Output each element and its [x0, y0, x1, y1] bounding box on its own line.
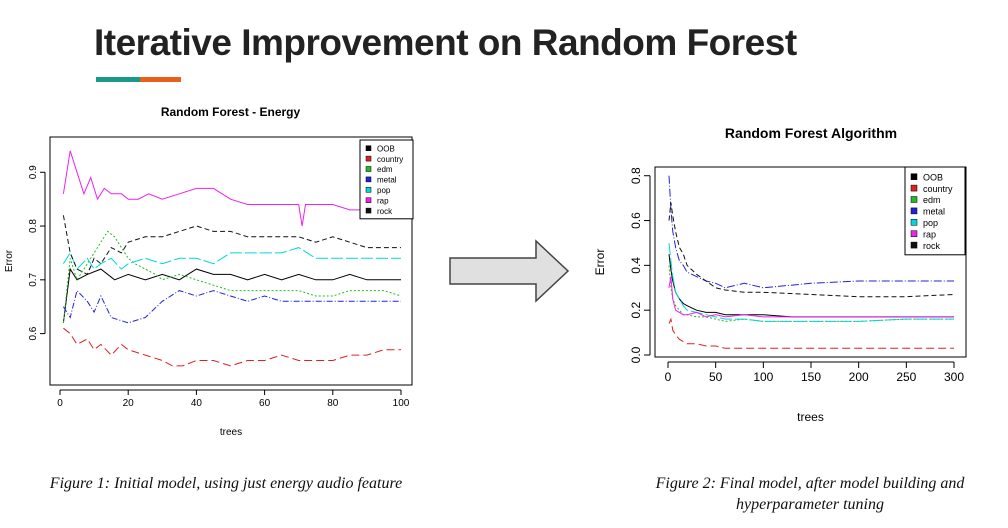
x-tick-label: 20	[123, 398, 135, 409]
x-tick-label: 150	[801, 370, 821, 384]
legend-swatch-metal	[910, 207, 918, 215]
y-tick-label: 0.7	[28, 272, 39, 286]
chart-title: Random Forest - Energy	[161, 105, 301, 119]
y-tick-label: 0.9	[28, 165, 39, 179]
legend-label-edm: edm	[923, 195, 941, 205]
chart-title: Random Forest Algorithm	[725, 125, 897, 141]
y-tick-label: 0.6	[629, 212, 643, 229]
legend-label-OOB: OOB	[923, 172, 943, 182]
x-tick-label: 60	[259, 398, 271, 409]
series-line-rap	[62, 150, 401, 227]
legend-label-pop: pop	[377, 186, 391, 195]
x-tick-label: 40	[191, 398, 203, 409]
x-tick-label: 200	[849, 370, 869, 384]
x-tick-label: 0	[57, 398, 63, 409]
accent-bar-orange	[140, 77, 181, 82]
series-line-rock	[668, 202, 955, 298]
y-tick-label: 0.8	[28, 219, 39, 233]
slide-title: Iterative Improvement on Random Forest	[94, 22, 797, 63]
legend-swatch-country	[910, 184, 918, 192]
x-tick-label: 100	[393, 398, 410, 409]
chart-random-forest-algorithm: Random Forest Algorithm 0 50 100 150 200 250 30…	[593, 125, 967, 424]
series-line-pop	[668, 242, 954, 322]
series-line-rock	[62, 215, 401, 276]
legend-swatch-rock	[365, 207, 372, 214]
legend-swatch-rap	[365, 197, 372, 203]
right-arrow-icon	[449, 239, 570, 303]
legend-label-rock: rock	[923, 241, 941, 251]
accent-bar-teal	[96, 77, 140, 82]
series-line-country	[63, 327, 401, 367]
legend-swatch-OOB	[365, 145, 372, 151]
y-tick-label: 0.2	[629, 302, 643, 319]
x-tick-label: 50	[709, 370, 723, 384]
y-tick-label: 0.0	[629, 346, 643, 363]
x-tick-label: 250	[896, 370, 916, 384]
x-axis-label: trees	[797, 410, 824, 424]
x-tick-label: 300	[944, 370, 964, 384]
x-tick-label: 0	[665, 370, 672, 384]
series-line-country	[668, 317, 954, 349]
legend-swatch-OOB	[910, 173, 918, 180]
legend-swatch-pop	[365, 187, 372, 193]
x-tick-label: 80	[327, 398, 339, 409]
plot-frame	[654, 166, 967, 358]
x-axis-label: trees	[220, 427, 242, 438]
legend-label-rock: rock	[377, 207, 393, 216]
legend-label-pop: pop	[923, 218, 938, 228]
legend-label-rap: rap	[377, 196, 389, 205]
series-line-edm	[668, 265, 954, 322]
legend-label-metal: metal	[377, 176, 397, 185]
legend-label-edm: edm	[377, 165, 393, 174]
y-axis-label: Error	[4, 249, 15, 272]
y-axis-label: Error	[593, 249, 607, 276]
legend-swatch-pop	[910, 219, 918, 226]
legend-label-country: country	[377, 155, 403, 164]
figure-2-caption: Figure 2: Final model, after model build…	[600, 473, 1008, 515]
chart-random-forest-energy: Random Forest - Energy 0 20 40 60 80 100 0.6 0.7…	[4, 105, 414, 438]
legend-swatch-rap	[910, 230, 918, 237]
legend-swatch-edm	[365, 166, 372, 172]
series-line-rap	[668, 276, 954, 318]
legend-label-OOB: OOB	[377, 144, 395, 153]
legend-label-metal: metal	[923, 207, 945, 217]
legend-swatch-edm	[910, 196, 918, 203]
legend-swatch-rock	[910, 241, 918, 249]
figure-2-caption-line-2: hyperparameter tuning	[736, 496, 884, 513]
y-tick-label: 0.8	[629, 167, 643, 184]
figure-1-caption: Figure 1: Initial model, using just ener…	[49, 475, 403, 492]
legend-label-rap: rap	[923, 229, 936, 239]
series-line-edm	[62, 230, 402, 323]
series-line-metal	[668, 175, 954, 289]
figure-2-caption-line-1: Figure 2: Final model, after model build…	[655, 475, 965, 492]
legend-label-country: country	[923, 184, 953, 194]
series-line-pop	[62, 247, 401, 270]
series-line-metal	[62, 289, 401, 324]
plot-frame	[49, 136, 413, 386]
x-tick-label: 100	[753, 370, 773, 384]
y-tick-label: 0.4	[629, 257, 643, 274]
series-line-OOB	[62, 267, 401, 323]
y-tick-label: 0.6	[28, 326, 39, 340]
legend-swatch-country	[365, 155, 372, 162]
legend-swatch-metal	[365, 176, 372, 183]
